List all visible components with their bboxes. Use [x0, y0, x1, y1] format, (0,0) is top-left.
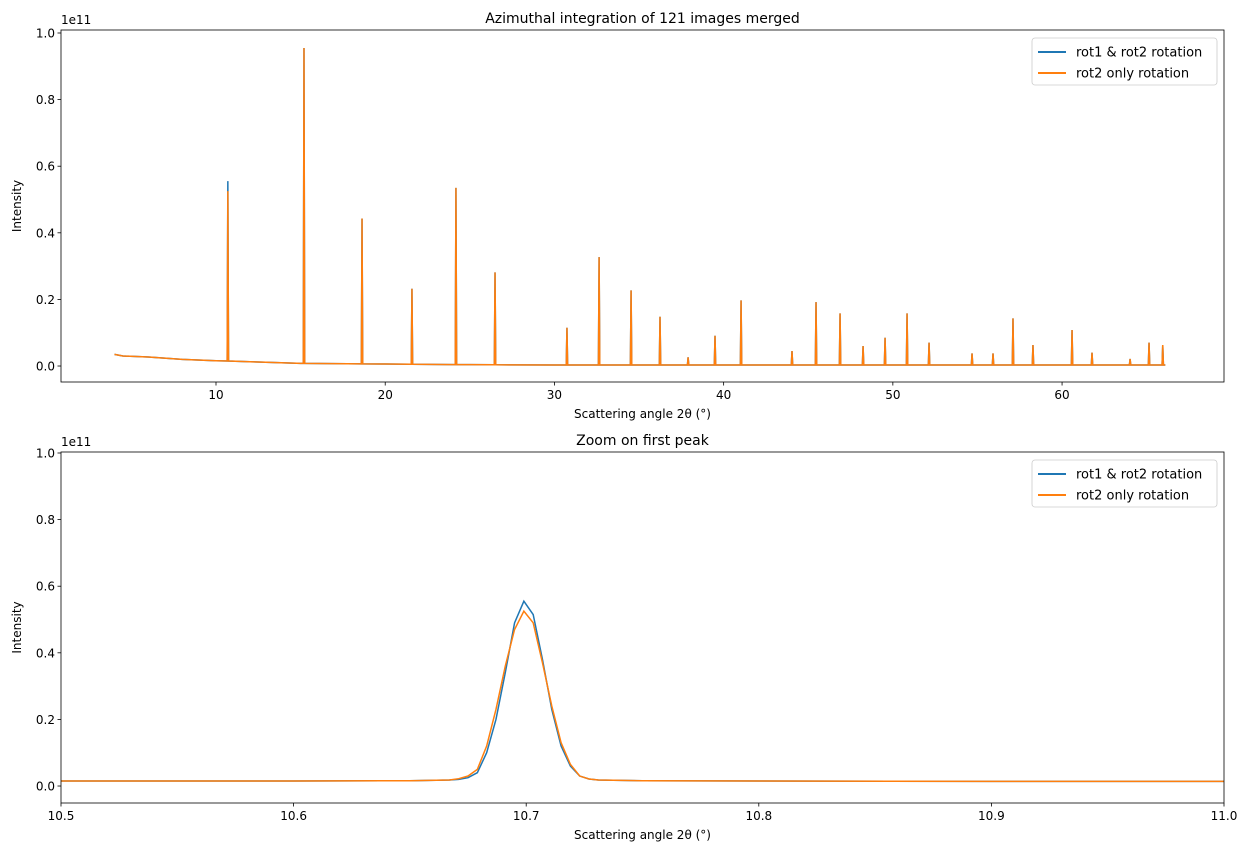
- y-axis-label: Intensity: [10, 601, 24, 653]
- x-tick-label: 10.6: [280, 809, 307, 823]
- y-tick-label: 0.6: [36, 160, 55, 174]
- chart-title: Azimuthal integration of 121 images merg…: [485, 11, 800, 27]
- y-tick-label: 0.8: [36, 513, 55, 527]
- x-tick-label: 10.9: [978, 809, 1005, 823]
- legend-box: [1031, 459, 1218, 508]
- subplot-1: 10 20 30 40 50 60 0.0 0.2 0.4 0.6 0.8 1.0 1e11 Azimut…: [10, 11, 1225, 421]
- y-tick-label: 0.2: [36, 713, 55, 727]
- legend-entry: rot2 only rotation: [1076, 489, 1189, 504]
- y-offset-label: 1e11: [61, 13, 91, 27]
- y-tick-label: 0.4: [36, 646, 55, 660]
- y-offset-label: 1e11: [61, 435, 91, 449]
- legend-entry: rot1 & rot2 rotation: [1076, 46, 1202, 61]
- x-tick-label: 10.8: [745, 809, 772, 823]
- x-tick-label: 10.7: [513, 809, 540, 823]
- x-tick-label: 60: [1054, 388, 1069, 402]
- y-tick-label: 0.4: [36, 226, 55, 240]
- series-line-1: [114, 47, 1166, 366]
- x-axis-label: Scattering angle 2θ (°): [574, 407, 711, 421]
- y-tick-label: 0.8: [36, 93, 55, 107]
- axes-frame: [60, 29, 1225, 383]
- series-line-1: [61, 599, 1224, 783]
- y-tick-label: 0.0: [36, 360, 55, 374]
- legend-entry: rot1 & rot2 rotation: [1076, 468, 1202, 483]
- series-line-2: [61, 609, 1224, 783]
- y-tick-label: 1.0: [36, 446, 55, 460]
- y-axis-label: Intensity: [10, 180, 24, 232]
- legend-box: [1031, 37, 1218, 86]
- x-tick-label: 30: [547, 388, 562, 402]
- y-tick-label: 0.0: [36, 780, 55, 794]
- x-tick-label: 40: [716, 388, 731, 402]
- axes-frame: [60, 451, 1225, 804]
- x-tick-label: 10: [208, 388, 223, 402]
- y-tick-label: 0.6: [36, 580, 55, 594]
- legend-entry: rot2 only rotation: [1076, 67, 1189, 82]
- y-tick-label: 1.0: [36, 26, 55, 40]
- x-tick-label: 10.5: [48, 809, 75, 823]
- legend: rot1 & rot2 rotation rot2 only rotation: [1031, 459, 1218, 508]
- legend: rot1 & rot2 rotation rot2 only rotation: [1031, 37, 1218, 86]
- x-tick-label: 50: [885, 388, 900, 402]
- chart-title: Zoom on first peak: [576, 433, 710, 449]
- series-line-2: [114, 47, 1166, 366]
- subplot-2: 10.5 10.6 10.7 10.8 10.9 11.0 0.0 0.2 0.4 0.6 0.8 1…: [10, 433, 1237, 842]
- x-tick-label: 20: [378, 388, 393, 402]
- x-tick-label: 11.0: [1211, 809, 1238, 823]
- x-axis-label: Scattering angle 2θ (°): [574, 828, 711, 842]
- y-tick-label: 0.2: [36, 293, 55, 307]
